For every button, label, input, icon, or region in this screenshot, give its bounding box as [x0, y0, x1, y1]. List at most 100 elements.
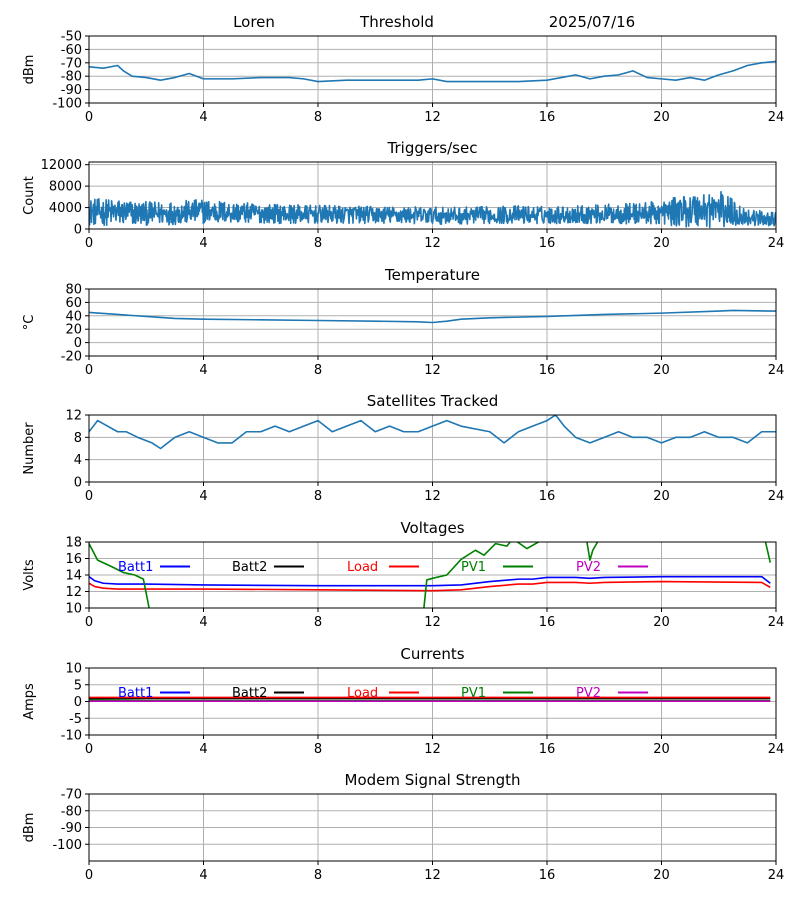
- x-tick-label: 16: [539, 236, 556, 251]
- series-group: [89, 60, 776, 83]
- y-tick-label: 4: [74, 453, 82, 468]
- panel-title: Voltages: [400, 519, 464, 537]
- y-tick-label: -100: [52, 838, 82, 853]
- x-tick-label: 4: [199, 110, 207, 125]
- panel-satellites: 0 4 8 12 16 20 24 0 4 8 12 Satellites Tracked Number: [22, 392, 784, 504]
- x-tick-label: 16: [539, 615, 556, 630]
- x-tick-label: 24: [768, 742, 785, 757]
- x-tick-label: 16: [539, 110, 556, 125]
- y-tick-label: 8: [74, 431, 82, 446]
- panel-title: Temperature: [384, 266, 480, 284]
- panel-title: Modem Signal Strength: [345, 771, 521, 789]
- x-tick-label: 24: [768, 363, 785, 378]
- x-tick-label: 12: [424, 868, 441, 883]
- y-tick-label: 12: [65, 585, 82, 600]
- series-satellites-line: [89, 415, 776, 450]
- x-tick-label: 20: [653, 236, 670, 251]
- y-tick-label: -80: [61, 804, 82, 819]
- x-tick-label: 0: [85, 742, 93, 757]
- x-tick-label: 4: [199, 489, 207, 504]
- y-tick-label: 18: [65, 536, 82, 551]
- x-tick-label: 12: [424, 489, 441, 504]
- panel-threshold: 0 4 8 12 16 20 24 -100-90-80-70-60-50 dBm: [22, 30, 784, 126]
- x-tick-label: 16: [539, 742, 556, 757]
- y-tick-label: 0: [74, 695, 82, 710]
- x-tick-label: 0: [85, 110, 93, 125]
- x-tick-label: 4: [199, 742, 207, 757]
- series-pv1-line-1: [423, 542, 772, 608]
- x-tick-label: 8: [314, 742, 322, 757]
- y-tick-label: 8000: [49, 180, 82, 195]
- x-tick-label: 16: [539, 868, 556, 883]
- y-axis-label: Amps: [22, 683, 37, 720]
- y-tick-label: -60: [61, 43, 82, 58]
- y-tick-label: -100: [52, 97, 82, 112]
- y-tick-label: -80: [61, 70, 82, 85]
- x-tick-label: 24: [768, 868, 785, 883]
- y-tick-label: 14: [65, 569, 82, 584]
- y-tick-label: 10: [65, 662, 82, 677]
- plot-name: Threshold: [359, 13, 434, 31]
- y-tick-label: -20: [61, 350, 82, 365]
- x-tick-label: 8: [314, 363, 322, 378]
- legend-label-pv1: PV1: [461, 560, 486, 575]
- series-pv1-line-0: [89, 543, 150, 608]
- x-tick-label: 20: [653, 110, 670, 125]
- y-tick-label: 16: [65, 552, 82, 567]
- y-tick-label: -70: [61, 788, 82, 803]
- x-tick-label: 0: [85, 615, 93, 630]
- y-tick-label: 80: [65, 283, 82, 298]
- x-tick-label: 12: [424, 110, 441, 125]
- x-tick-label: 4: [199, 615, 207, 630]
- y-tick-label: 60: [65, 296, 82, 311]
- legend-label-pv2: PV2: [576, 560, 601, 575]
- station-name: Loren: [233, 13, 275, 31]
- y-axis-label: dBm: [22, 813, 37, 843]
- y-axis-label: Volts: [22, 559, 37, 591]
- y-tick-label: 4000: [49, 201, 82, 216]
- y-tick-label: 12000: [41, 158, 82, 173]
- x-tick-label: 4: [199, 868, 207, 883]
- y-tick-label: -5: [69, 712, 82, 727]
- x-tick-label: 8: [314, 236, 322, 251]
- y-tick-label: 5: [74, 678, 82, 693]
- panel-modem: 0 4 8 12 16 20 24 -100 -90 -80-70 Modem Signal Str…: [22, 771, 784, 883]
- series-group: [89, 190, 776, 229]
- series-group: [89, 309, 776, 324]
- x-tick-label: 12: [424, 236, 441, 251]
- x-tick-label: 0: [85, 868, 93, 883]
- series-threshold-line: [89, 60, 776, 83]
- legend-label-batt1: Batt1: [118, 686, 153, 701]
- legend-label-batt2: Batt2: [232, 686, 267, 701]
- x-tick-label: 24: [768, 236, 785, 251]
- y-tick-label: 12: [65, 409, 82, 424]
- x-tick-label: 12: [424, 615, 441, 630]
- x-tick-label: 20: [653, 489, 670, 504]
- y-tick-label: 10: [65, 602, 82, 617]
- y-tick-label: -10: [61, 729, 82, 744]
- x-tick-label: 4: [199, 363, 207, 378]
- legend-label-pv2: PV2: [576, 686, 601, 701]
- plot-date: 2025/07/16: [549, 13, 635, 31]
- y-tick-label: -50: [61, 30, 82, 45]
- x-tick-label: 12: [424, 363, 441, 378]
- legend-label-load: Load: [347, 560, 378, 575]
- y-tick-label: -90: [61, 821, 82, 836]
- panel-title: Triggers/sec: [387, 139, 478, 157]
- y-axis-label: °C: [22, 315, 37, 331]
- series-batt1-line: [89, 575, 771, 587]
- x-tick-label: 0: [85, 489, 93, 504]
- legend-label-load: Load: [347, 686, 378, 701]
- series-temperature-line: [89, 309, 776, 324]
- legend-label-batt2: Batt2: [232, 560, 267, 575]
- y-tick-label: 20: [65, 323, 82, 338]
- y-tick-label: -90: [61, 83, 82, 98]
- panel-title: Satellites Tracked: [367, 392, 498, 410]
- x-tick-label: 8: [314, 489, 322, 504]
- x-tick-label: 24: [768, 615, 785, 630]
- panel-triggers: 0 4 8 12 16 20 24 0 4000 8000 12000 Triggers/sec Cou…: [22, 139, 784, 251]
- x-tick-label: 0: [85, 363, 93, 378]
